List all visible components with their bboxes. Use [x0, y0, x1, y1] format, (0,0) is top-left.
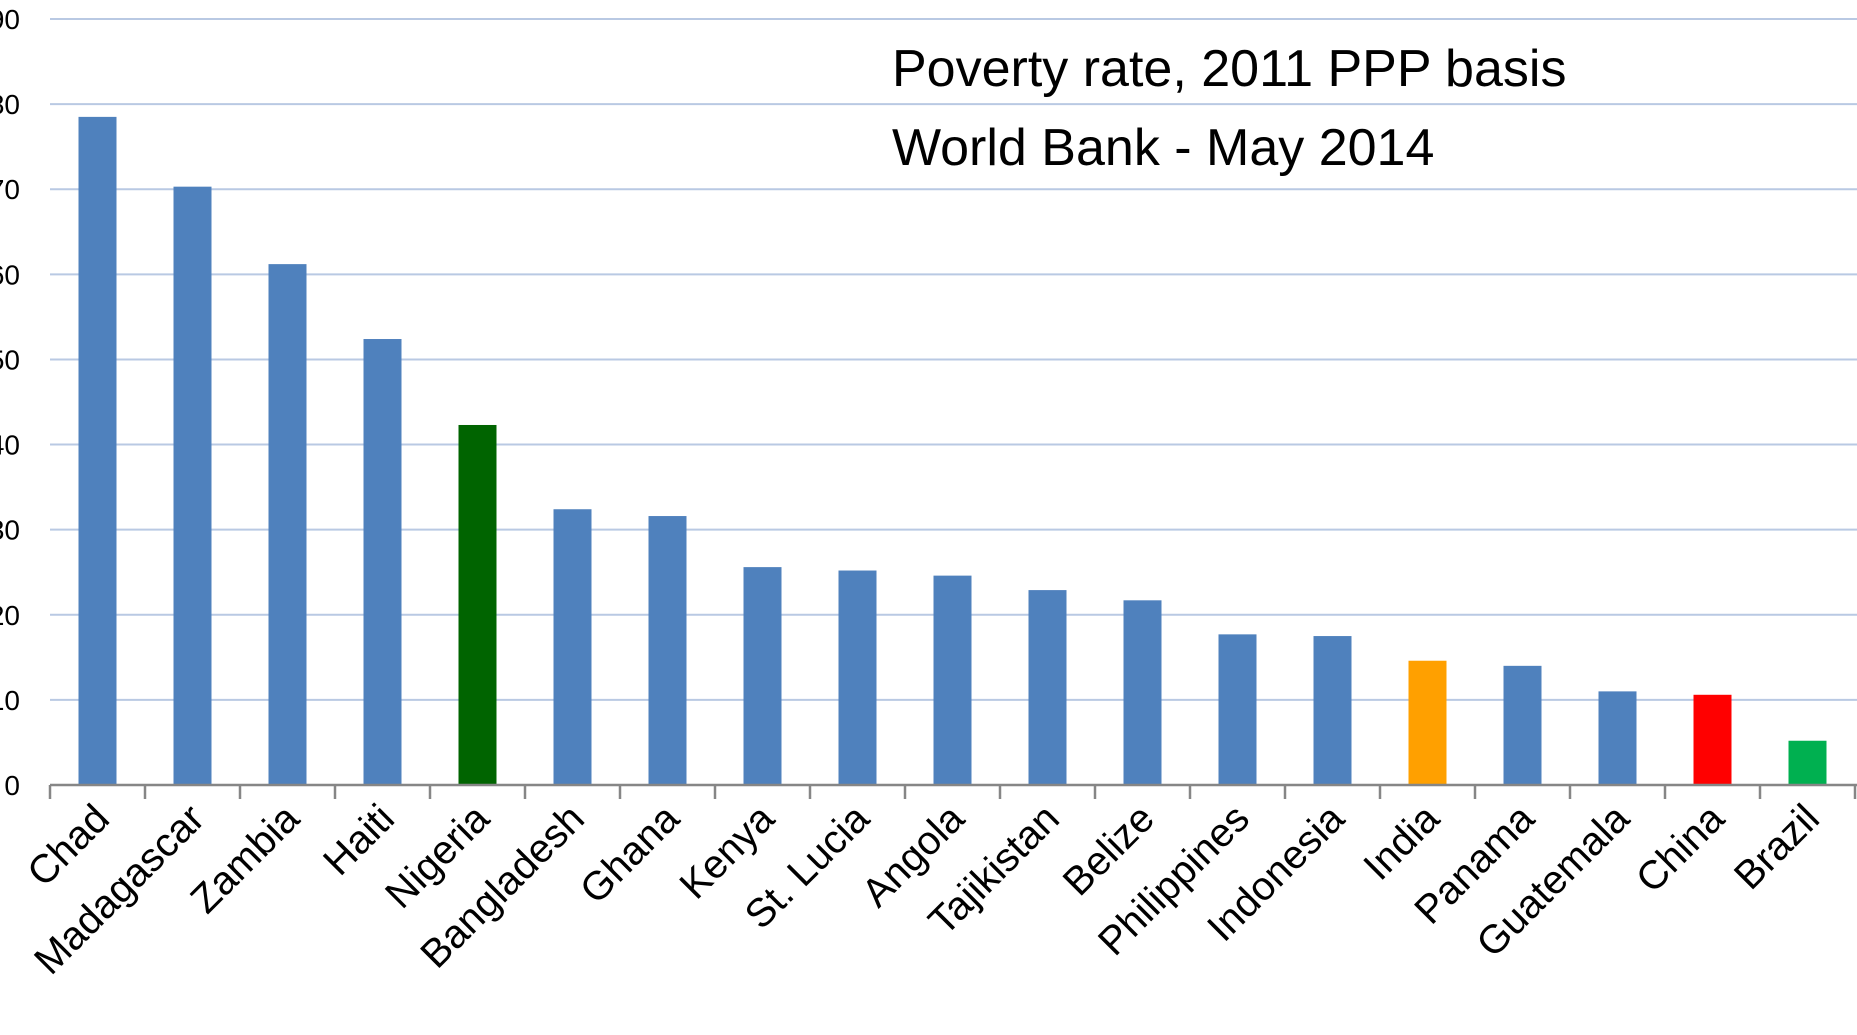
y-tick-label: 40 — [0, 430, 20, 461]
bar-angola — [933, 575, 972, 785]
bar-bangladesh — [553, 509, 592, 785]
bar-kenya — [743, 567, 782, 785]
x-tick-label: Zambia — [182, 796, 308, 922]
y-tick-label: 80 — [0, 89, 20, 120]
x-tick-label: Ghana — [572, 796, 689, 913]
bar-brazil — [1788, 740, 1827, 785]
bar-panama — [1503, 665, 1542, 785]
bar-belize — [1123, 600, 1162, 785]
x-tick-label: Brazil — [1726, 796, 1828, 898]
chart-title: Poverty rate, 2011 PPP basis — [892, 40, 1566, 98]
y-tick-label: 70 — [0, 174, 20, 205]
y-tick-label: 0 — [4, 770, 20, 801]
x-tick-label: China — [1628, 796, 1734, 902]
bar-haiti — [363, 339, 402, 785]
bar-indonesia — [1313, 636, 1352, 785]
y-tick-label: 20 — [0, 600, 20, 631]
bar-zambia — [268, 264, 307, 785]
bar-st-lucia — [838, 570, 877, 785]
y-tick-label: 30 — [0, 515, 20, 546]
bars — [78, 116, 1827, 785]
bar-guatemala — [1598, 691, 1637, 785]
bar-philippines — [1218, 634, 1257, 785]
y-tick-label: 10 — [0, 685, 20, 716]
x-tick-label: Haiti — [315, 796, 403, 884]
bar-nigeria — [458, 424, 497, 785]
bar-chad — [78, 116, 117, 785]
chart-subtitle: World Bank - May 2014 — [892, 119, 1434, 177]
gridlines — [50, 18, 1857, 701]
bar-madagascar — [173, 186, 212, 785]
y-tick-labels: 0 10 20 30 40 50 60 70 80 90 — [0, 4, 20, 801]
bar-tajikistan — [1028, 590, 1067, 785]
bar-india — [1408, 660, 1447, 785]
y-tick-label: 50 — [0, 344, 20, 375]
x-axis — [48, 783, 1857, 799]
bar-china — [1693, 694, 1732, 785]
y-tick-label: 60 — [0, 259, 20, 290]
bar-ghana — [648, 516, 687, 785]
y-tick-label: 90 — [0, 4, 20, 35]
